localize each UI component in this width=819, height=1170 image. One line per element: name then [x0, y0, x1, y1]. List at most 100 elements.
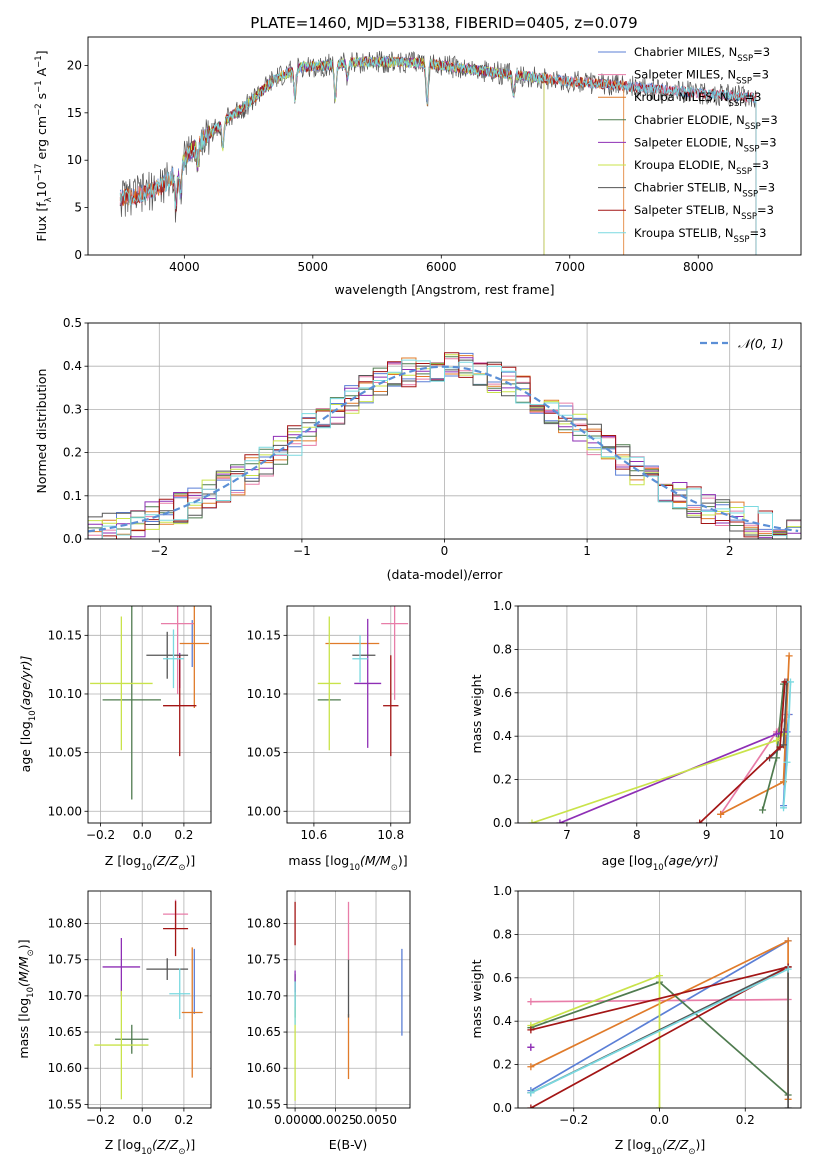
grid-lines [88, 606, 211, 823]
spectrum-line-kroupa-elodie [173, 56, 545, 205]
x-tick-label: 0.2 [736, 1113, 755, 1127]
legend-label-part: SSP [736, 167, 752, 177]
y-axis-label-part: −1 [34, 55, 44, 68]
legend-label-part: SSP [729, 99, 745, 109]
y-tick-label: 0.4 [493, 729, 512, 743]
x-tick-label: 0.0050 [355, 1113, 397, 1127]
x-axis-label-part: Z [log [105, 1137, 141, 1152]
y-tick-label: 10.65 [48, 1025, 82, 1039]
x-axis-label-part: 10 [141, 863, 152, 873]
legend-label-part: SSP [736, 77, 752, 87]
x-axis-label-part: 10 [651, 1147, 662, 1157]
x-axis-label: Z [log10(Z/Z⊙)] [105, 1137, 195, 1157]
x-axis-label-part: (age/yr)] [664, 853, 719, 868]
mass-vs-metallicity-panel: −0.2 0.0 0.2 10.55 10.60 10.65 10.70 10.75 10.80… [16, 890, 212, 1157]
legend-label-part: Chabrier STELIB, N [634, 181, 742, 195]
y-tick-label: 10.70 [247, 989, 281, 1003]
legend-label: Salpeter ELODIE, NSSP=3 [634, 135, 777, 154]
weight-marker-kroupa-elodie [528, 819, 536, 823]
axes-frame [517, 890, 802, 1109]
y-tick-label: 10.80 [48, 917, 82, 931]
legend-label-part: Kroupa ELODIE, N [634, 158, 736, 172]
y-axis-label: mass weight [469, 959, 484, 1038]
x-axis-label-part: (Z/Z [152, 853, 179, 868]
weight-line-kroupa-stelib [530, 968, 789, 1094]
y-tick-label: 0.4 [493, 1014, 512, 1028]
y-tick-label: 10.10 [48, 687, 82, 701]
plot-area [94, 899, 203, 1100]
legend-label-part: =3 [752, 68, 769, 82]
legend-label: Chabrier MILES, NSSP=3 [634, 45, 770, 64]
x-axis-label: age [log10(age/yr)] [602, 853, 719, 873]
y-tick-label: 1.0 [493, 884, 512, 898]
y-tick-label: 10.00 [247, 804, 281, 818]
legend-label-part: =3 [760, 135, 777, 149]
y-axis-label-part: ] [34, 50, 49, 55]
histogram-salpeter-stelib [88, 352, 801, 539]
x-axis-label: Z [log10(Z/Z⊙)] [105, 853, 195, 873]
legend-label-part: =3 [749, 226, 766, 240]
x-tick-label: 0.2 [174, 828, 193, 842]
x-tick-label: 4000 [169, 260, 200, 274]
plot-area [527, 937, 792, 1108]
y-axis-label-part: −2 [34, 103, 44, 116]
legend-label: Salpeter MILES, NSSP=3 [634, 68, 769, 87]
plot-area [528, 652, 795, 823]
y-axis-label-part: ⊙ [26, 949, 36, 956]
x-axis-label: E(B-V) [329, 1137, 368, 1152]
y-tick-label: 10.15 [247, 628, 281, 642]
y-axis-label-part: mass weight [469, 959, 484, 1038]
y-tick-label: 10 [67, 153, 82, 167]
y-tick-label: 0.8 [493, 642, 512, 656]
y-tick-label: 20 [67, 58, 82, 72]
y-axis-label-part: mass weight [469, 674, 484, 753]
y-tick-label: 0.3 [63, 402, 82, 416]
x-tick-label: 0.0 [133, 828, 152, 842]
legend-label: 𝒩(0, 1) [738, 336, 784, 351]
x-tick-label: 10 [769, 828, 784, 842]
weight-marker-kroupa-stelib [787, 678, 795, 686]
x-axis-label: wavelength [Angstrom, rest frame] [334, 282, 554, 297]
y-axis-label-part: )] [16, 939, 31, 949]
y-axis-label-part: (M/M [16, 956, 31, 987]
x-tick-label: −0.2 [86, 828, 115, 842]
y-tick-label: 10.55 [247, 1097, 281, 1111]
x-axis-label-part: E(B-V) [329, 1137, 368, 1152]
legend-label-part: Kroupa STELIB, N [634, 226, 734, 240]
x-tick-label: 10.6 [301, 828, 328, 842]
x-tick-label: 2 [726, 544, 734, 558]
legend-label-part: SSP [745, 122, 761, 132]
legend-label-part: Kroupa MILES, N [634, 90, 729, 104]
y-axis-label-part: −1 [34, 80, 44, 93]
weight-marker-kroupa-elodie [656, 1104, 663, 1108]
legend-label: Chabrier STELIB, NSSP=3 [634, 181, 775, 200]
legend-label-part: SSP [737, 54, 753, 64]
x-axis-label-part: (Z/Z [662, 1137, 689, 1152]
weight-marker-salpeter-stelib [696, 819, 704, 823]
legend-label-part: SSP [741, 212, 757, 222]
x-tick-label: 0.0000 [274, 1113, 316, 1127]
y-tick-label: 10.60 [247, 1061, 281, 1075]
legend-label-part: Chabrier ELODIE, N [634, 113, 745, 127]
weight-marker-salpeter-stelib [527, 1026, 535, 1034]
x-tick-label: 7000 [554, 260, 585, 274]
weight-marker-salpeter-stelib [527, 1104, 535, 1108]
y-tick-label: 0.2 [493, 773, 512, 787]
x-tick-label: −1 [293, 544, 311, 558]
x-axis-label-part: mass [log [288, 853, 349, 868]
weight-marker-salpeter-elodie [773, 730, 781, 738]
y-tick-label: 0.0 [493, 816, 512, 830]
histogram-kroupa-stelib [88, 359, 801, 539]
residuals-panel: −2 −1 0 1 2 0.0 0.1 0.2 0.3 0.4 0.5 𝒩(0, 1) (data-mo… [34, 316, 802, 582]
weight-marker-kroupa-stelib [527, 1089, 535, 1097]
x-axis-label-part: 10 [653, 863, 664, 873]
y-tick-label: 10.05 [48, 746, 82, 760]
x-axis-label-part: )] [695, 1137, 705, 1152]
y-axis-label-part: erg cm [34, 116, 49, 164]
legend-label: Kroupa MILES, NSSP=3 [634, 90, 761, 109]
x-axis-label-part: Z [log [105, 853, 141, 868]
spectrum-line-salpeter-elodie [171, 56, 545, 207]
legend-label-part: =3 [752, 158, 769, 172]
y-axis-label-part: (age/yr)] [18, 656, 33, 711]
